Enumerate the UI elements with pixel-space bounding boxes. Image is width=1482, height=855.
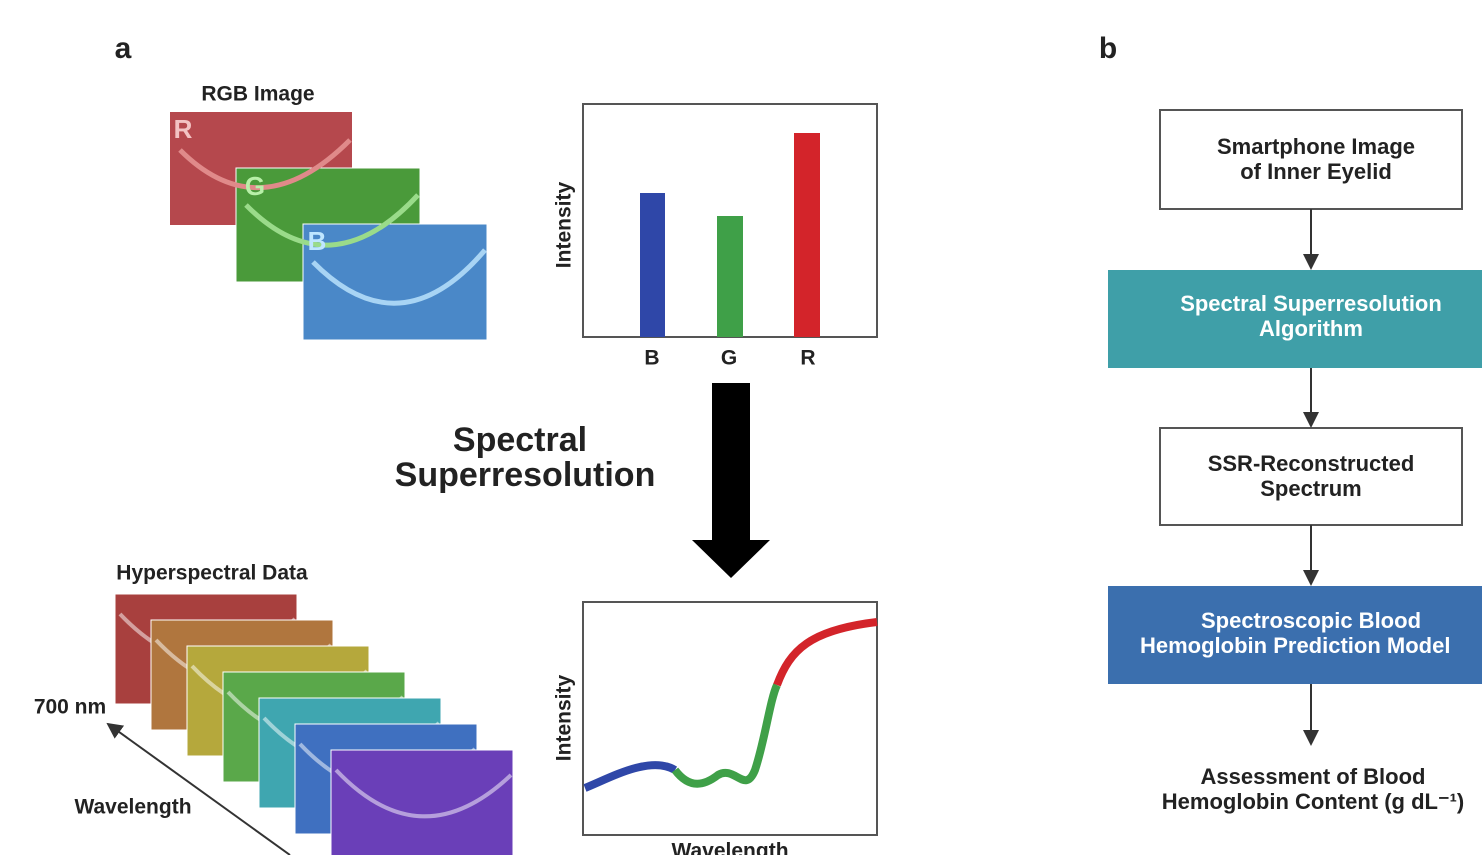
flow-text: SSR-Reconstructed [1208, 451, 1415, 476]
flow-text: Assessment of Blood [1201, 764, 1426, 789]
spectral-slice [331, 750, 513, 855]
process-label: Spectral [453, 421, 587, 459]
bar-label: R [800, 347, 815, 370]
arrow-shaft [712, 383, 750, 541]
bar-label: B [644, 347, 659, 370]
spectrum-curve [585, 765, 675, 788]
flow-text: Algorithm [1259, 316, 1363, 341]
flow-text: Hemoglobin Prediction Model [1140, 633, 1450, 658]
wavelength-start: 700 nm [34, 696, 106, 719]
flow-text: Spectrum [1260, 476, 1361, 501]
bar [794, 133, 820, 337]
bar-label: G [721, 347, 737, 370]
channel-letter: B [308, 226, 327, 256]
bar [717, 216, 743, 337]
figure: a b RGB Image R G B B G R Intensity Spec… [0, 0, 1482, 855]
flow-text: Hemoglobin Content (g dL⁻¹) [1162, 789, 1464, 814]
flow-text: of Inner Eyelid [1240, 159, 1392, 184]
axis-label: Wavelength [671, 840, 788, 855]
channel-letter: R [174, 114, 193, 144]
axis-label: Intensity [553, 675, 576, 762]
flow-text: Spectral Superresolution [1180, 291, 1442, 316]
rgb-title: RGB Image [201, 83, 314, 106]
panel-label: a [115, 32, 132, 65]
flow-text: Spectroscopic Blood [1201, 608, 1421, 633]
panel-label: b [1099, 32, 1117, 65]
process-label: Superresolution [395, 456, 656, 494]
hyper-title: Hyperspectral Data [116, 562, 308, 585]
channel-letter: G [245, 171, 265, 201]
bar [640, 193, 665, 337]
plot-frame [583, 602, 877, 835]
wavelength-label: Wavelength [74, 796, 191, 819]
flow-text: Smartphone Image [1217, 134, 1415, 159]
arrow-head [692, 540, 770, 578]
spectrum-curve [777, 622, 877, 685]
axis-label: Intensity [553, 182, 576, 269]
spectrum-curve [675, 685, 777, 784]
blue-image [303, 224, 487, 340]
